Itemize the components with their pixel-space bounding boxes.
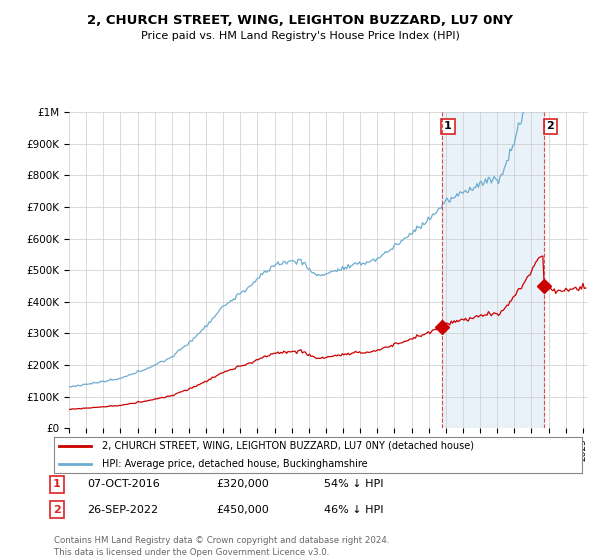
- Text: HPI: Average price, detached house, Buckinghamshire: HPI: Average price, detached house, Buck…: [101, 459, 367, 469]
- Text: 2, CHURCH STREET, WING, LEIGHTON BUZZARD, LU7 0NY: 2, CHURCH STREET, WING, LEIGHTON BUZZARD…: [87, 14, 513, 27]
- Text: 2: 2: [53, 505, 61, 515]
- Text: Price paid vs. HM Land Registry's House Price Index (HPI): Price paid vs. HM Land Registry's House …: [140, 31, 460, 41]
- Text: 46% ↓ HPI: 46% ↓ HPI: [324, 505, 383, 515]
- Text: Contains HM Land Registry data © Crown copyright and database right 2024.
This d: Contains HM Land Registry data © Crown c…: [54, 536, 389, 557]
- Text: 2, CHURCH STREET, WING, LEIGHTON BUZZARD, LU7 0NY (detached house): 2, CHURCH STREET, WING, LEIGHTON BUZZARD…: [101, 441, 473, 451]
- Text: 2: 2: [547, 122, 554, 132]
- Text: 26-SEP-2022: 26-SEP-2022: [87, 505, 158, 515]
- Text: 54% ↓ HPI: 54% ↓ HPI: [324, 479, 383, 489]
- Text: 1: 1: [53, 479, 61, 489]
- Text: £450,000: £450,000: [216, 505, 269, 515]
- Bar: [442, 112, 544, 428]
- Text: 07-OCT-2016: 07-OCT-2016: [87, 479, 160, 489]
- Text: £320,000: £320,000: [216, 479, 269, 489]
- Text: 1: 1: [444, 122, 452, 132]
